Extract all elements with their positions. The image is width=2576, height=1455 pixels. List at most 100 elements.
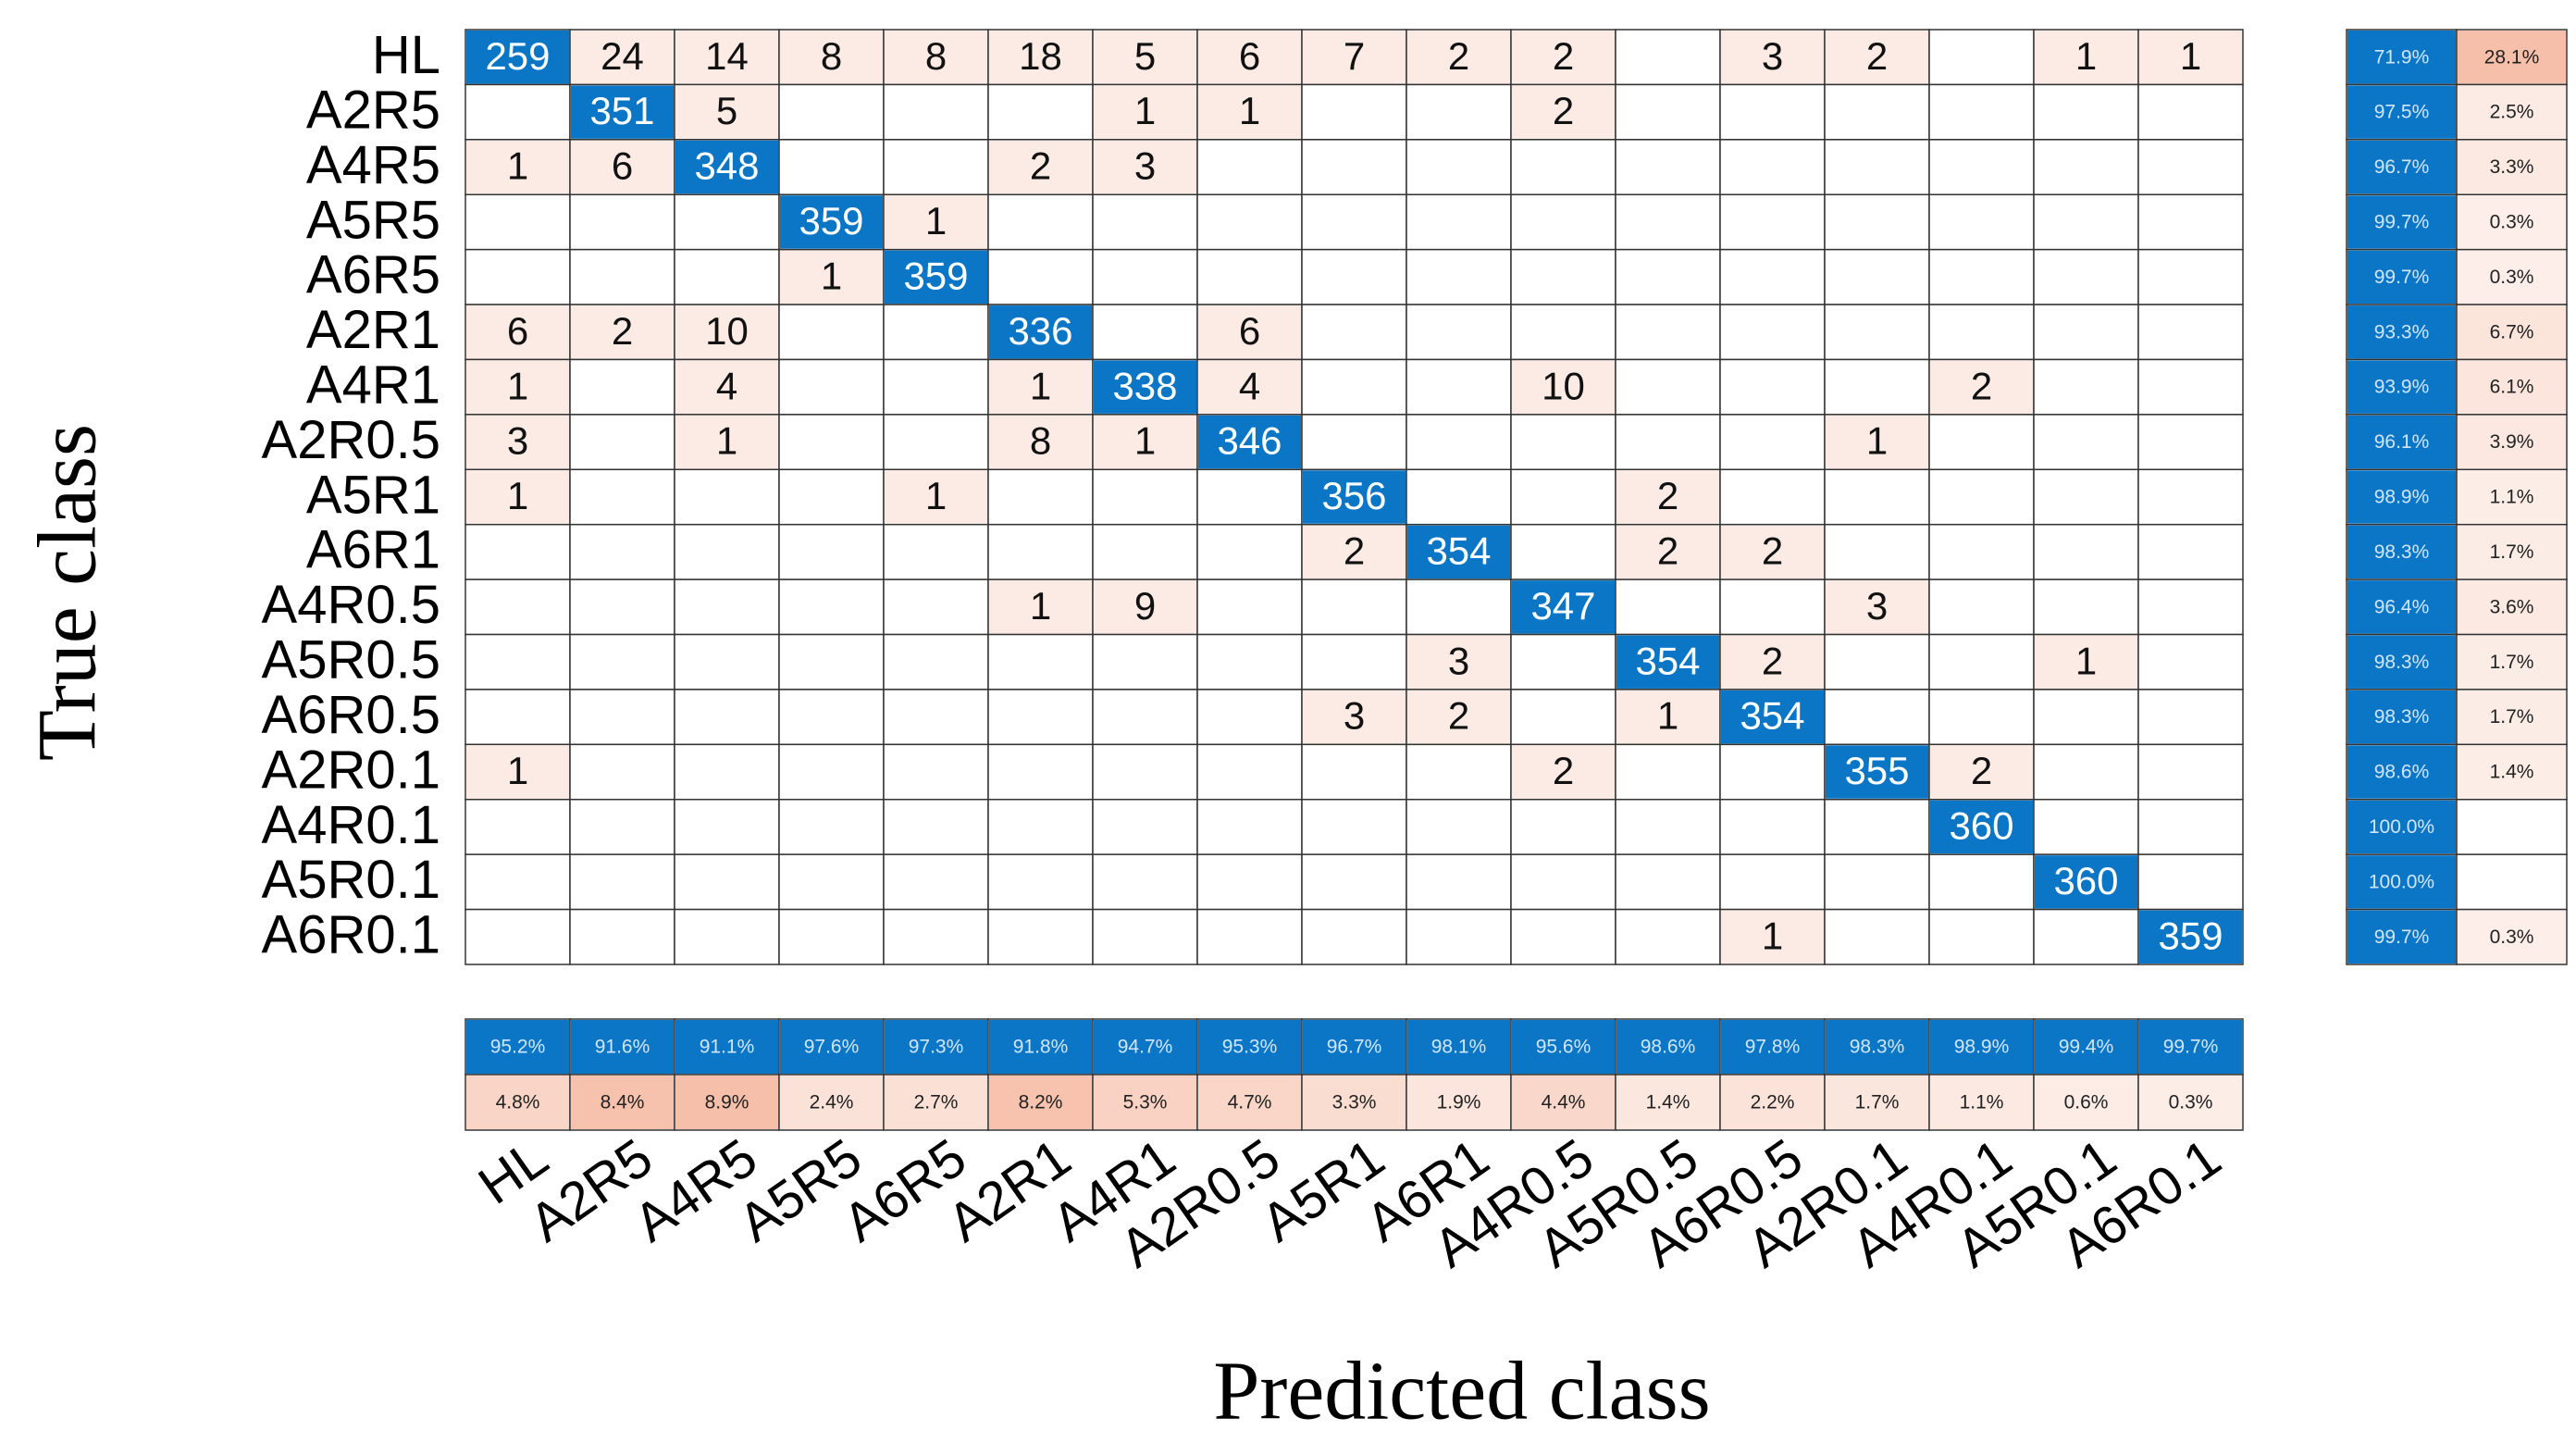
cell-border bbox=[1824, 304, 1930, 361]
summary-border bbox=[883, 1074, 989, 1131]
cell-border bbox=[2137, 193, 2244, 251]
column-summary-label: 1.1% bbox=[1960, 1092, 2004, 1113]
column-summary-cell bbox=[1930, 1076, 2033, 1129]
row-summary-label: 96.4% bbox=[2374, 596, 2430, 617]
cell-border bbox=[1092, 799, 1198, 855]
cell-border bbox=[1824, 523, 1930, 580]
column-summary-label: 97.8% bbox=[1745, 1037, 1801, 1058]
cell-border bbox=[1301, 743, 1407, 801]
row-summary-cell bbox=[2458, 415, 2566, 469]
cell-value: 1 bbox=[1762, 914, 1783, 957]
y-tick-label: A6R1 bbox=[306, 520, 440, 580]
cell-border bbox=[1928, 468, 2035, 526]
cell-border bbox=[987, 193, 1094, 251]
cell-value: 6 bbox=[612, 144, 633, 188]
cell bbox=[780, 195, 883, 249]
row-summary-cell bbox=[2347, 690, 2456, 744]
cell-value: 360 bbox=[1949, 804, 2013, 848]
cell-value: 1 bbox=[1866, 419, 1888, 463]
cell-value: 259 bbox=[485, 34, 550, 78]
cell-border bbox=[987, 523, 1094, 580]
cell-border bbox=[1092, 689, 1198, 746]
column-summary-label: 97.3% bbox=[909, 1037, 964, 1058]
row-summary-cell bbox=[2347, 635, 2456, 689]
cell-border bbox=[1301, 304, 1407, 361]
y-tick-label: A5R5 bbox=[306, 190, 440, 250]
column-summary-cell bbox=[571, 1020, 674, 1074]
column-summary-label: 99.7% bbox=[2163, 1037, 2219, 1058]
cell-value: 4 bbox=[1239, 364, 1260, 407]
cell-border bbox=[1092, 908, 1198, 965]
column-summary-cell bbox=[2035, 1020, 2137, 1074]
cell-border bbox=[2137, 743, 2244, 801]
cell-border bbox=[1196, 523, 1303, 580]
row-summary-label: 98.3% bbox=[2374, 652, 2430, 673]
cell-border bbox=[2033, 743, 2139, 801]
cell-value: 348 bbox=[694, 144, 759, 188]
cell bbox=[1094, 580, 1196, 634]
cell bbox=[675, 85, 778, 139]
cell-border bbox=[1824, 139, 1930, 195]
cell bbox=[885, 195, 987, 249]
cell-value: 1 bbox=[1030, 364, 1051, 407]
cell bbox=[1198, 305, 1301, 359]
cell bbox=[1407, 690, 1510, 744]
cell-value: 8 bbox=[925, 34, 947, 78]
cell-border bbox=[1301, 578, 1407, 636]
cell-value: 347 bbox=[1530, 584, 1595, 628]
cell-value: 1 bbox=[2075, 34, 2097, 78]
cell bbox=[675, 360, 778, 414]
cell-border bbox=[1510, 414, 1616, 471]
cell-border bbox=[1092, 468, 1198, 526]
cell bbox=[780, 31, 883, 84]
column-summary-cell bbox=[2035, 1076, 2137, 1129]
summary-border bbox=[2456, 799, 2568, 855]
cell-value: 3 bbox=[1762, 34, 1783, 78]
cell-border bbox=[1406, 853, 1512, 911]
cell-border bbox=[1719, 799, 1826, 855]
cell bbox=[885, 31, 987, 84]
row-summary-label: 1.1% bbox=[2490, 487, 2534, 508]
cell bbox=[1721, 690, 1824, 744]
cell bbox=[466, 470, 569, 524]
row-summary-label: 1.4% bbox=[2490, 762, 2534, 783]
cell-border bbox=[1301, 853, 1407, 911]
y-tick-label: A6R5 bbox=[306, 245, 440, 305]
row-summary-cell bbox=[2347, 470, 2456, 524]
cell bbox=[989, 31, 1092, 84]
cell-value: 2 bbox=[612, 309, 633, 353]
cell-border bbox=[1615, 799, 1721, 855]
cell-border bbox=[2137, 799, 2244, 855]
y-tick-label: A2R1 bbox=[306, 300, 440, 360]
row-summary-label: 100.0% bbox=[2369, 816, 2434, 838]
cell-border bbox=[1510, 193, 1616, 251]
column-summary-label: 91.8% bbox=[1013, 1037, 1069, 1058]
cell-border bbox=[2137, 139, 2244, 195]
cell-border bbox=[1824, 689, 1930, 746]
cell-value: 2 bbox=[1553, 749, 1574, 792]
cell-border bbox=[569, 414, 675, 471]
cell-value: 6 bbox=[1239, 309, 1260, 353]
cell-border bbox=[674, 853, 780, 911]
cell bbox=[1303, 690, 1406, 744]
cell-value: 1 bbox=[2180, 34, 2201, 78]
row-summary-cell bbox=[2458, 525, 2566, 579]
cell-border bbox=[1510, 523, 1616, 580]
summary-border bbox=[1928, 1074, 2035, 1131]
cell-border bbox=[1406, 358, 1512, 416]
cell bbox=[1407, 31, 1510, 84]
cell-border bbox=[1928, 193, 2035, 251]
cell-value: 2 bbox=[1762, 529, 1783, 573]
cell-value: 2 bbox=[1553, 89, 1574, 132]
row-summary-label: 96.7% bbox=[2374, 156, 2430, 178]
column-summary-label: 95.3% bbox=[1222, 1037, 1278, 1058]
cell-border bbox=[1510, 853, 1616, 911]
cell-border bbox=[674, 908, 780, 965]
cell bbox=[1512, 31, 1615, 84]
cell-border bbox=[674, 468, 780, 526]
cell-border bbox=[1824, 83, 1930, 141]
cell-border bbox=[464, 523, 571, 580]
cell-border bbox=[883, 139, 989, 195]
column-summary-label: 99.4% bbox=[2059, 1037, 2114, 1058]
row-summary-cell bbox=[2347, 580, 2456, 634]
